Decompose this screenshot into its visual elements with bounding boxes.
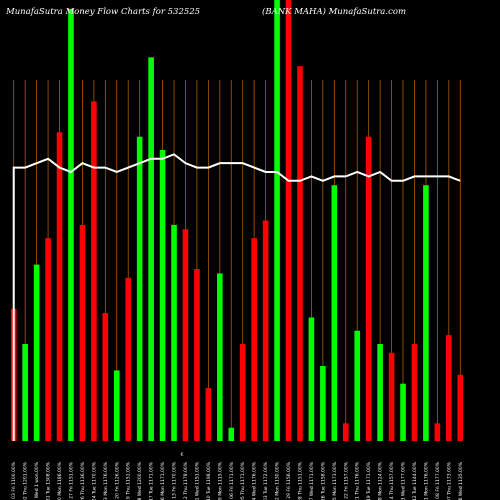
bar [331, 185, 338, 441]
bar [308, 317, 315, 441]
bar [22, 343, 28, 441]
x-tick-label: 13 Fri 1170.00% [172, 461, 178, 499]
chart-title: MunafaSutra Money Flow Charts for 532525 [5, 7, 200, 17]
x-tick-labels: 03 Fri 1100.00% 02 Thu 1201.00% 01 Wed 1 w… [11, 461, 464, 500]
bar [205, 388, 212, 441]
x-tick-label: 09 Mon 1115.00% [217, 461, 223, 500]
x-tick-label: 24 Tue 1170.00% [91, 461, 97, 500]
bar [159, 149, 166, 441]
x-tick-label: 30 Mon 1186.00% [57, 461, 63, 500]
x-tick-label: 04 Wed 1176.00% [252, 461, 258, 500]
bar [274, 0, 280, 441]
bar [388, 352, 395, 441]
x-tick-label: 08 Fri 1177.00% [435, 461, 441, 499]
bar [251, 238, 257, 441]
bar [354, 330, 361, 441]
bar [285, 0, 292, 441]
bar [102, 313, 109, 441]
bar [297, 66, 303, 442]
x-tick-label: 26 Thu 1136.00% [80, 461, 86, 500]
x-tick-label: 29 Fri 1156.00% [286, 461, 292, 499]
x-tick-label: 06 Fri 1171.00% [229, 461, 235, 499]
x-tick-label: 02 Mon 1130.00% [275, 461, 281, 500]
bar [113, 370, 120, 441]
x-tick-label: 18 Wed 1200.00% [137, 461, 143, 500]
x-tick-label: 11 Wed 1151.00% [194, 461, 200, 500]
x-tick-label: 25 Mon 1173.00% [332, 461, 338, 500]
x-tick-label: 13 Wed 1177.00% [401, 461, 407, 500]
x-tick-label: 19 Tue 1171.00% [366, 461, 372, 500]
x-tick-label: 03 Tue 1172.00% [263, 461, 269, 500]
bar [400, 383, 406, 441]
x-tick-label: 03 Fri 1100.00% [11, 461, 17, 499]
bar [320, 366, 326, 441]
x-tick-label: 19 Thu 1151.00% [126, 461, 132, 500]
bar [457, 374, 464, 441]
bar [217, 273, 223, 441]
bar [377, 343, 383, 441]
bar [446, 335, 452, 441]
x-tick-label: 10 Tue 1198.00% [206, 461, 212, 500]
bar [434, 423, 441, 441]
bar [148, 57, 154, 441]
x-tick-label: 14 Thu 1157.00% [389, 461, 395, 500]
chart-subtitle: (BANK MAHA) MunafaSutra.com [262, 6, 406, 17]
x-tick-label: 27 Fri 1151.00% [68, 461, 74, 499]
bar [194, 269, 200, 441]
bar [182, 229, 189, 441]
bar [33, 264, 40, 441]
x-tick-label: 26 Tue 1158.00% [320, 461, 326, 500]
bar [262, 220, 269, 441]
bar-series [10, 0, 464, 442]
x-tick-label: 01 Wed 1 won.00% [34, 461, 40, 500]
x-tick-label: 12 Thu 1178.00% [183, 461, 189, 500]
bar [79, 224, 86, 441]
bar [136, 136, 143, 441]
bar [228, 427, 235, 441]
bar [342, 423, 349, 441]
x-tick-label: 18 Mon 1124.00% [378, 461, 384, 500]
bar [56, 132, 63, 442]
bar [125, 277, 132, 441]
bar [239, 343, 246, 441]
x-tick-label: 21 Thu 1176.00% [355, 461, 361, 500]
x-tick-label: 12 Tue 1144.00% [412, 461, 418, 500]
x-tick-label: 07 Thu 1173.00% [446, 461, 452, 500]
x-tick-label: 17 Tue 1171.00% [149, 461, 155, 500]
x-tick-label: 20 Fri 1126.00% [114, 461, 120, 499]
money-flow-line [12, 153, 461, 441]
bar [68, 8, 74, 441]
bar [171, 224, 177, 441]
x-center-marker: € [181, 452, 184, 458]
bar [423, 185, 429, 441]
x-tick-label: 11 Mon 1176.00% [423, 461, 429, 500]
x-tick-label: 22 Fri 1157.00% [343, 461, 349, 499]
x-tick-label: 16 Mon 1171.00% [160, 461, 166, 500]
x-tick-label: 31 Tue 1308.00% [46, 461, 52, 500]
bar [91, 101, 97, 442]
bar [365, 136, 372, 441]
x-tick-label: 23 Mon 1176.00% [103, 461, 109, 500]
bar [45, 238, 51, 441]
x-tick-label: 06 Wed 1135.00% [458, 461, 464, 500]
x-tick-label: 27 Wed 1171.00% [309, 461, 315, 500]
x-tick-label: 02 Thu 1201.00% [23, 461, 29, 500]
bar [411, 343, 418, 441]
x-tick-label: 05 Thu 1171.00% [240, 461, 246, 500]
x-tick-label: 28 Thu 1151.00% [297, 461, 303, 500]
